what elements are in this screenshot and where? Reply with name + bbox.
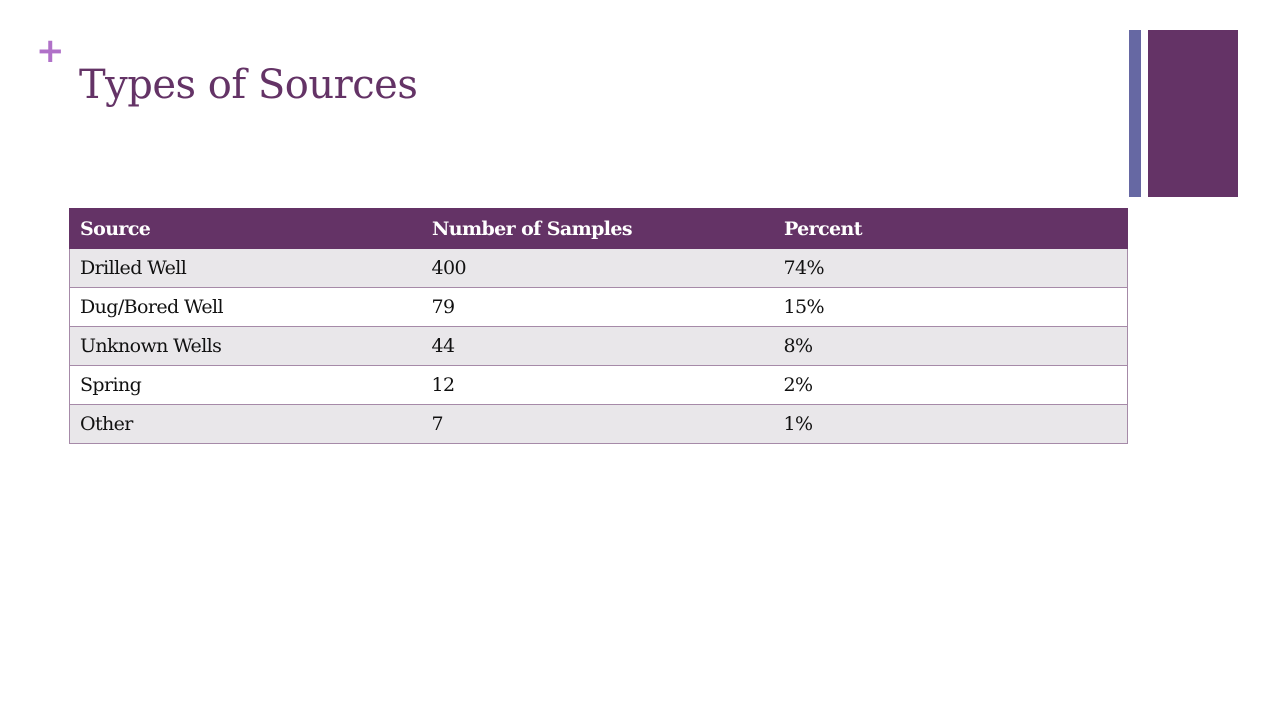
cell-samples: 79 [421,287,774,327]
cell-percent: 2% [773,365,1128,405]
cell-samples: 7 [421,404,774,444]
header-percent: Percent [773,208,1128,249]
cell-percent: 74% [773,248,1128,288]
accent-bar-thick [1148,30,1238,197]
cell-samples: 44 [421,326,774,366]
header-number-of-samples: Number of Samples [421,208,774,249]
slide-title: Types of Sources [79,62,418,108]
cell-source: Unknown Wells [69,326,422,366]
sources-table-container: Source Number of Samples Percent Drilled… [69,208,1128,444]
table-row: Drilled Well 400 74% [69,248,1128,288]
cell-samples: 400 [421,248,774,288]
accent-bar-thin [1129,30,1141,197]
cell-samples: 12 [421,365,774,405]
cell-percent: 15% [773,287,1128,327]
cell-source: Drilled Well [69,248,422,288]
header-source: Source [69,208,422,249]
cell-source: Other [69,404,422,444]
cell-source: Spring [69,365,422,405]
table-row: Other 7 1% [69,404,1128,444]
table-row: Spring 12 2% [69,365,1128,405]
table-header-row: Source Number of Samples Percent [69,208,1128,249]
plus-icon: + [36,31,65,71]
cell-percent: 8% [773,326,1128,366]
cell-percent: 1% [773,404,1128,444]
sources-table: Source Number of Samples Percent Drilled… [69,208,1128,444]
table-row: Dug/Bored Well 79 15% [69,287,1128,327]
table-row: Unknown Wells 44 8% [69,326,1128,366]
cell-source: Dug/Bored Well [69,287,422,327]
